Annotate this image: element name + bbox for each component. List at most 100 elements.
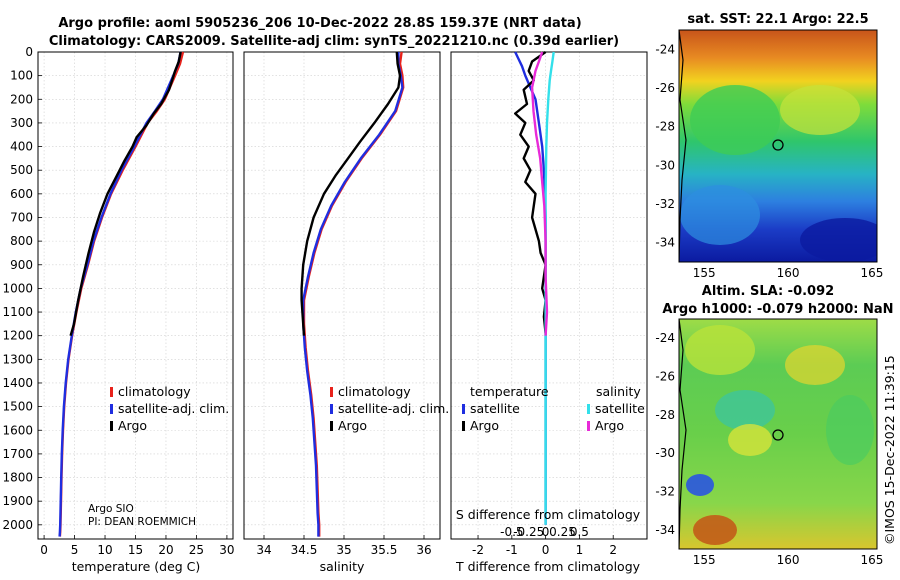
x-tick-label: 15 — [128, 543, 143, 557]
sla-patch-7 — [693, 515, 737, 545]
temperature-xlabel: temperature (deg C) — [72, 559, 201, 574]
sla-patch-3 — [715, 390, 775, 430]
sla-patch-4 — [728, 424, 772, 456]
series-climatology — [302, 51, 405, 537]
x-tick-label: 34.5 — [291, 543, 318, 557]
legend-marker-sal-argo — [587, 421, 590, 431]
legend-label-temp-satellite: satellite — [470, 401, 520, 416]
sla-float-marker — [772, 429, 784, 441]
lon-tick-label: 165 — [861, 266, 884, 280]
sla-map-subtitle: Argo h1000: -0.079 h2000: NaN — [662, 302, 893, 317]
y-tick-label: 500 — [10, 163, 33, 177]
y-tick-label: 100 — [10, 69, 33, 83]
y-tick-label: 1400 — [2, 376, 33, 390]
credit-line1: Argo SIO — [88, 503, 134, 515]
y-tick-label: 0 — [25, 45, 33, 59]
salinity-ticks: 34 34.5 35 35.5 36 — [256, 535, 432, 557]
y-tick-label: 1100 — [2, 305, 33, 319]
lat-tick-label: -34 — [655, 523, 675, 537]
legend-label-temp-argo: Argo — [470, 418, 499, 433]
legend-marker-temp-argo — [462, 421, 465, 431]
x-tick-label: 0 — [40, 543, 48, 557]
lat-tick-label: -24 — [655, 331, 675, 345]
x-tick-label: -1 — [506, 543, 518, 557]
sst-map-frame — [678, 29, 878, 263]
legend-marker-temp-satellite — [462, 404, 465, 414]
salinity-axes-frame — [243, 51, 441, 540]
legend-label-satellite-adj: satellite-adj. clim. — [338, 401, 449, 416]
s-tick-label: 0.25 — [549, 525, 576, 539]
series-satellite-adj-clim — [58, 51, 182, 537]
series-satellite-adj-clim — [302, 52, 404, 537]
y-tick-label: 1500 — [2, 400, 33, 414]
temperature-ticks: 0 5 10 15 20 25 300100200300400500600700800900… — [2, 45, 234, 557]
y-tick-label: 200 — [10, 92, 33, 106]
sla-patch-2 — [785, 345, 845, 385]
legend-marker-argo — [110, 421, 113, 431]
series-temperature-argo — [514, 51, 547, 334]
s-tick-label: 0.5 — [570, 525, 589, 539]
lat-tick-label: -30 — [655, 158, 675, 172]
lat-tick-label: -28 — [655, 408, 675, 422]
sst-warm-patch — [780, 85, 860, 135]
lon-tick-label: 155 — [693, 266, 716, 280]
x-tick-label: -2 — [472, 543, 484, 557]
legend-label-satellite-adj: satellite-adj. clim. — [118, 401, 229, 416]
s-tick-label: -0.5 — [500, 525, 523, 539]
legend-marker-sal-satellite — [587, 404, 590, 414]
sla-map-frame — [678, 318, 878, 550]
s-tick-label: 0 — [542, 525, 550, 539]
temperature-panel: 0 5 10 15 20 25 300100200300400500600700800900… — [2, 45, 234, 574]
series-argo — [69, 51, 182, 337]
x-tick-label: 30 — [219, 543, 234, 557]
figure-title-line2: Climatology: CARS2009. Satellite-adj cli… — [49, 34, 619, 49]
lat-tick-label: -24 — [655, 42, 675, 56]
sla-patch-5 — [686, 474, 714, 496]
sla-coastline — [679, 319, 687, 549]
legend-header-salinity: salinity — [596, 384, 641, 399]
salinity-legend: climatology satellite-adj. clim. Argo — [330, 384, 449, 433]
s-difference-label: S difference from climatology — [456, 507, 641, 522]
difference-legend: temperature salinity satellite Argo sate… — [462, 384, 645, 433]
temperature-lines — [58, 51, 185, 537]
legend-label-climatology: climatology — [338, 384, 411, 399]
x-tick-label: 25 — [189, 543, 204, 557]
lon-tick-label: 155 — [693, 553, 716, 567]
y-tick-label: 1300 — [2, 352, 33, 366]
s-tick-label: -0.25 — [513, 525, 544, 539]
y-tick-label: 2000 — [2, 518, 33, 532]
difference-ticks: -2 -1 0 1 2-0.5-0.250 0.250.5 — [472, 525, 617, 557]
salinity-lines — [300, 51, 405, 537]
y-tick-label: 600 — [10, 187, 33, 201]
x-tick-label: 35.5 — [371, 543, 398, 557]
t-difference-xlabel: T difference from climatology — [455, 559, 641, 574]
legend-label-sal-argo: Argo — [595, 418, 624, 433]
y-tick-label: 900 — [10, 258, 33, 272]
y-tick-label: 1200 — [2, 329, 33, 343]
lat-tick-label: -30 — [655, 446, 675, 460]
sst-map-title: sat. SST: 22.1 Argo: 22.5 — [687, 12, 868, 27]
series-argo — [300, 51, 402, 336]
salinity-grid — [244, 51, 440, 539]
legend-label-argo: Argo — [118, 418, 147, 433]
y-tick-label: 1600 — [2, 423, 33, 437]
legend-marker-satellite-adj — [330, 404, 333, 414]
lat-tick-label: -26 — [655, 370, 675, 384]
legend-label-argo: Argo — [338, 418, 367, 433]
legend-label-climatology: climatology — [118, 384, 191, 399]
sst-map: sat. SST: 22.1 Argo: 22.5 155 160 165 -24 -2… — [655, 12, 884, 280]
legend-header-temperature: temperature — [470, 384, 549, 399]
difference-grid — [451, 51, 647, 539]
x-tick-label: 20 — [158, 543, 173, 557]
lon-tick-label: 165 — [861, 553, 884, 567]
legend-marker-argo — [330, 421, 333, 431]
temperature-legend: climatology satellite-adj. clim. Argo — [110, 384, 229, 433]
y-tick-label: 300 — [10, 116, 33, 130]
difference-panel: -2 -1 0 1 2-0.5-0.250 0.250.5 temperature sal… — [450, 51, 648, 574]
salinity-panel: 34 34.5 35 35.5 36 climatology satellite-adj… — [243, 51, 449, 574]
y-tick-label: 400 — [10, 140, 33, 154]
sla-patch-6 — [826, 395, 874, 465]
x-tick-label: 35 — [336, 543, 351, 557]
lon-tick-label: 160 — [777, 266, 800, 280]
sst-coastline — [679, 30, 687, 262]
